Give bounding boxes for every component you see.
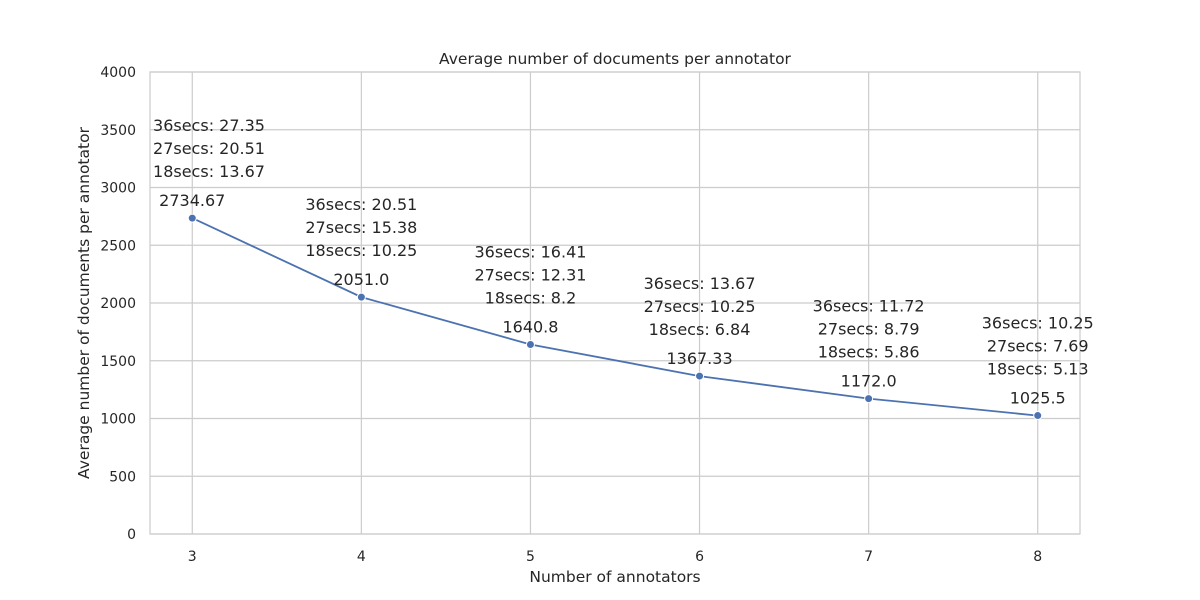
data-point <box>695 371 705 381</box>
annotation-line: 18secs: 5.86 <box>818 343 920 362</box>
data-point <box>1033 411 1043 421</box>
x-tick-label: 5 <box>526 549 535 565</box>
annotation-line: 27secs: 10.25 <box>644 297 756 316</box>
data-label: 1640.8 <box>502 317 558 336</box>
x-tick-label: 6 <box>695 549 704 565</box>
chart-title: Average number of documents per annotato… <box>439 50 792 68</box>
y-tick-label: 4000 <box>100 65 136 81</box>
annotation-line: 36secs: 11.72 <box>813 297 925 316</box>
annotation-line: 36secs: 20.51 <box>305 195 417 214</box>
data-label: 1025.5 <box>1010 389 1066 408</box>
data-points <box>187 213 1043 421</box>
data-labels: 2734.67 2051.0 1640.8 1367.33 1172.0 1025.5 <box>159 191 1066 407</box>
x-axis-ticks: 3 4 5 6 7 8 <box>188 549 1042 565</box>
annotation-line: 18secs: 6.84 <box>649 320 751 339</box>
x-axis-label: Number of annotators <box>529 568 700 586</box>
x-tick-label: 8 <box>1033 549 1042 565</box>
x-tick-label: 3 <box>188 549 197 565</box>
y-tick-label: 2000 <box>100 296 136 312</box>
series-line <box>191 217 1038 417</box>
data-point <box>864 394 874 404</box>
data-point <box>187 213 197 223</box>
annotation-line: 18secs: 8.2 <box>485 288 577 307</box>
data-label: 1172.0 <box>841 372 897 391</box>
annotation-line: 27secs: 20.51 <box>153 139 265 158</box>
annotation-line: 18secs: 10.25 <box>305 241 417 260</box>
y-tick-label: 0 <box>127 527 136 543</box>
x-tick-label: 7 <box>864 549 873 565</box>
annotation-line: 27secs: 8.79 <box>818 320 920 339</box>
annotation-line: 36secs: 27.35 <box>153 116 265 135</box>
y-tick-label: 1000 <box>100 412 136 428</box>
annotation-line: 27secs: 12.31 <box>474 265 586 284</box>
annotation-line: 27secs: 15.38 <box>305 218 417 237</box>
y-tick-label: 1500 <box>100 354 136 370</box>
y-tick-label: 3500 <box>100 123 136 139</box>
annotation-line: 36secs: 13.67 <box>644 274 756 293</box>
data-label: 2051.0 <box>333 270 389 289</box>
data-point <box>356 292 366 302</box>
grid <box>150 71 1080 535</box>
annotation-line: 18secs: 5.13 <box>987 360 1089 379</box>
annotation-line: 27secs: 7.69 <box>987 337 1089 356</box>
time-annotations: 36secs: 27.35 27secs: 20.51 18secs: 13.67 3… <box>153 116 1094 378</box>
data-label: 1367.33 <box>666 349 732 368</box>
y-tick-label: 2500 <box>100 238 136 254</box>
x-tick-label: 4 <box>357 549 366 565</box>
y-tick-label: 500 <box>109 469 136 485</box>
plot-frame <box>149 71 1081 535</box>
data-label: 2734.67 <box>159 191 225 210</box>
y-tick-label: 3000 <box>100 181 136 197</box>
y-axis-ticks: 0 500 1000 1500 2000 2500 3000 3500 4000 <box>100 65 136 543</box>
annotation-line: 36secs: 10.25 <box>982 314 1094 333</box>
annotation-line: 18secs: 13.67 <box>153 162 265 181</box>
y-axis-label: Average number of documents per annotato… <box>75 126 93 479</box>
data-point <box>525 339 535 349</box>
annotation-line: 36secs: 16.41 <box>474 242 586 261</box>
